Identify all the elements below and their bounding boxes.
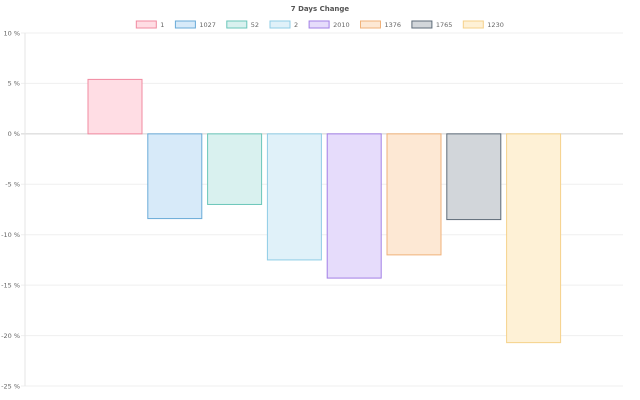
legend-item-1[interactable]: 1 bbox=[135, 20, 164, 29]
legend-item-2010[interactable]: 2010 bbox=[308, 20, 350, 29]
legend-item-2[interactable]: 2 bbox=[269, 20, 298, 29]
legend-swatch bbox=[360, 20, 381, 29]
y-tick-label: -20 % bbox=[1, 332, 20, 340]
legend-swatch bbox=[411, 20, 433, 29]
bar-1[interactable] bbox=[87, 78, 143, 135]
legend-item-1376[interactable]: 1376 bbox=[360, 20, 402, 29]
y-tick-label: -5 % bbox=[5, 181, 20, 189]
legend-swatch bbox=[308, 20, 330, 29]
y-tick-label: 10 % bbox=[3, 29, 20, 37]
legend-swatch bbox=[226, 20, 248, 29]
bar-2[interactable] bbox=[266, 133, 322, 261]
bar-1027[interactable] bbox=[147, 133, 203, 220]
bar-1230[interactable] bbox=[506, 133, 562, 344]
bar-2010[interactable] bbox=[326, 133, 382, 279]
legend-label: 2010 bbox=[333, 21, 350, 29]
legend-item-1027[interactable]: 1027 bbox=[174, 20, 216, 29]
bar-1376[interactable] bbox=[386, 133, 442, 256]
legend-label: 1 bbox=[160, 21, 164, 29]
y-tick-label: 5 % bbox=[8, 80, 20, 88]
legend-item-1765[interactable]: 1765 bbox=[411, 20, 453, 29]
bars bbox=[87, 78, 562, 344]
legend-swatch bbox=[269, 20, 291, 29]
legend-label: 1765 bbox=[436, 21, 453, 29]
legend-label: 1376 bbox=[385, 21, 402, 29]
chart-title: 7 Days Change bbox=[291, 5, 350, 13]
legend-label: 52 bbox=[251, 21, 259, 29]
y-tick-label: -25 % bbox=[1, 382, 20, 390]
legend-label: 1027 bbox=[199, 21, 216, 29]
legend-item-52[interactable]: 52 bbox=[226, 20, 259, 29]
legend-swatch bbox=[135, 20, 157, 29]
legend-item-1230[interactable]: 1230 bbox=[462, 20, 504, 29]
legend-label: 2 bbox=[294, 21, 298, 29]
y-tick-label: -10 % bbox=[1, 231, 20, 239]
bar-1765[interactable] bbox=[446, 133, 502, 221]
y-axis: 10 % 5 % 0 % -5 % -10 % -15 % -20 % -25 % bbox=[1, 29, 26, 390]
legend-swatch bbox=[174, 20, 196, 29]
bar-52[interactable] bbox=[207, 133, 263, 205]
legend: 1 1027 52 2 2010 1376 1765 1230 bbox=[135, 20, 504, 29]
legend-label: 1230 bbox=[487, 21, 504, 29]
legend-swatch bbox=[462, 20, 484, 29]
y-tick-label: 0 % bbox=[8, 130, 20, 138]
y-tick-label: -15 % bbox=[1, 281, 20, 289]
